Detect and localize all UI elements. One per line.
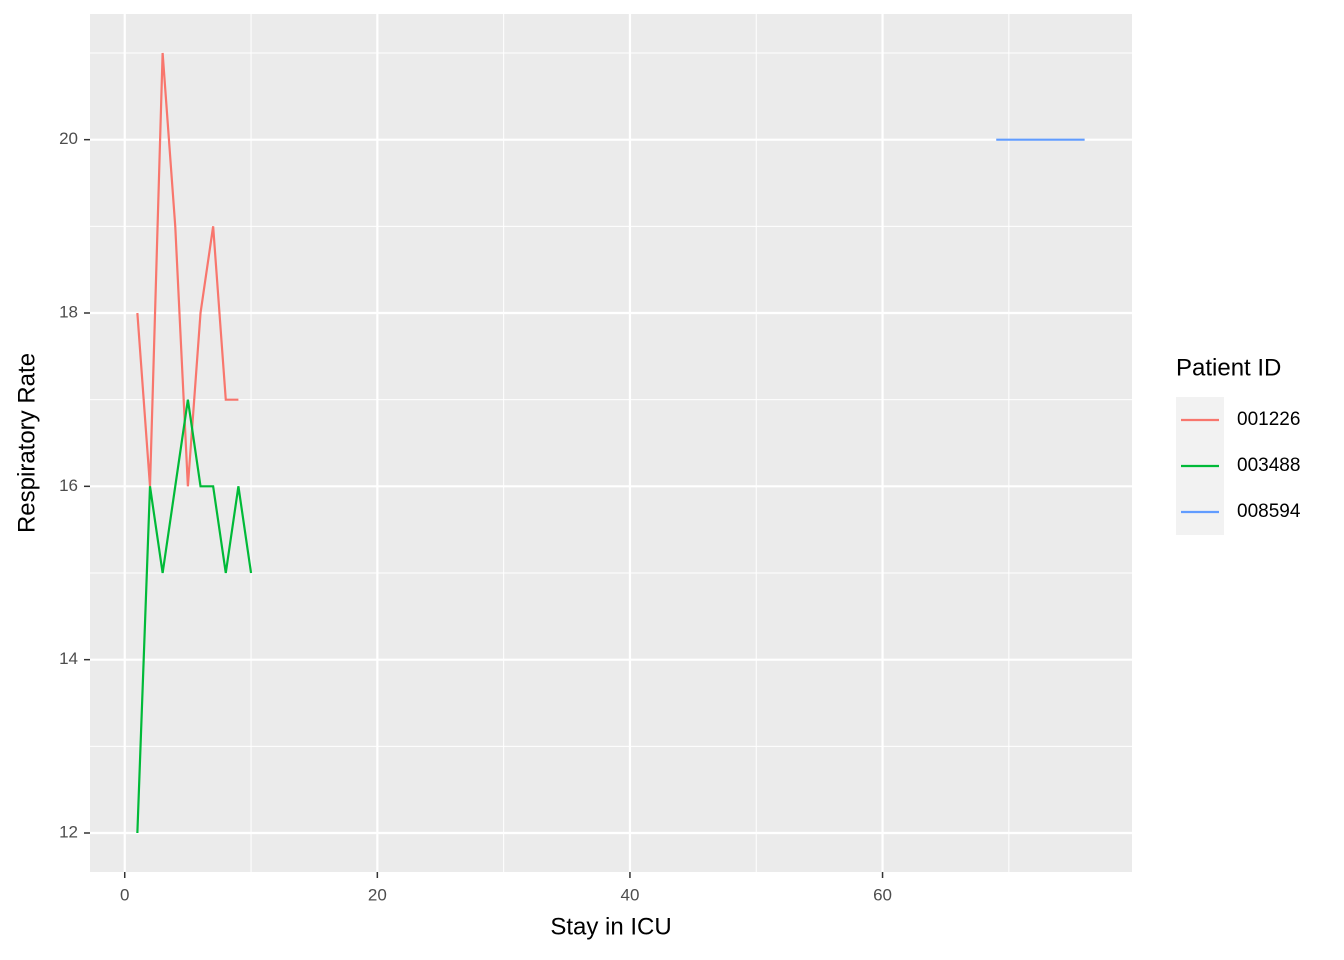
y-tick-label: 20 [59,129,78,148]
x-tick-label: 0 [120,885,129,904]
x-axis-title: Stay in ICU [550,913,671,940]
x-tick-label: 40 [620,885,639,904]
legend-label: 001226 [1237,409,1300,430]
y-tick-label: 14 [59,649,78,668]
y-tick-label: 18 [59,302,78,321]
series-line [136,399,253,834]
y-axis-title: Respiratory Rate [13,353,40,533]
series-line [136,52,239,487]
x-tick-label: 60 [873,885,892,904]
legend-label: 008594 [1237,501,1301,522]
legend-label: 003488 [1237,455,1300,476]
y-tick-label: 16 [59,476,78,495]
legend-title: Patient ID [1176,354,1281,381]
y-tick-label: 12 [59,822,78,841]
panel [90,14,1132,872]
x-tick-label: 20 [368,885,387,904]
